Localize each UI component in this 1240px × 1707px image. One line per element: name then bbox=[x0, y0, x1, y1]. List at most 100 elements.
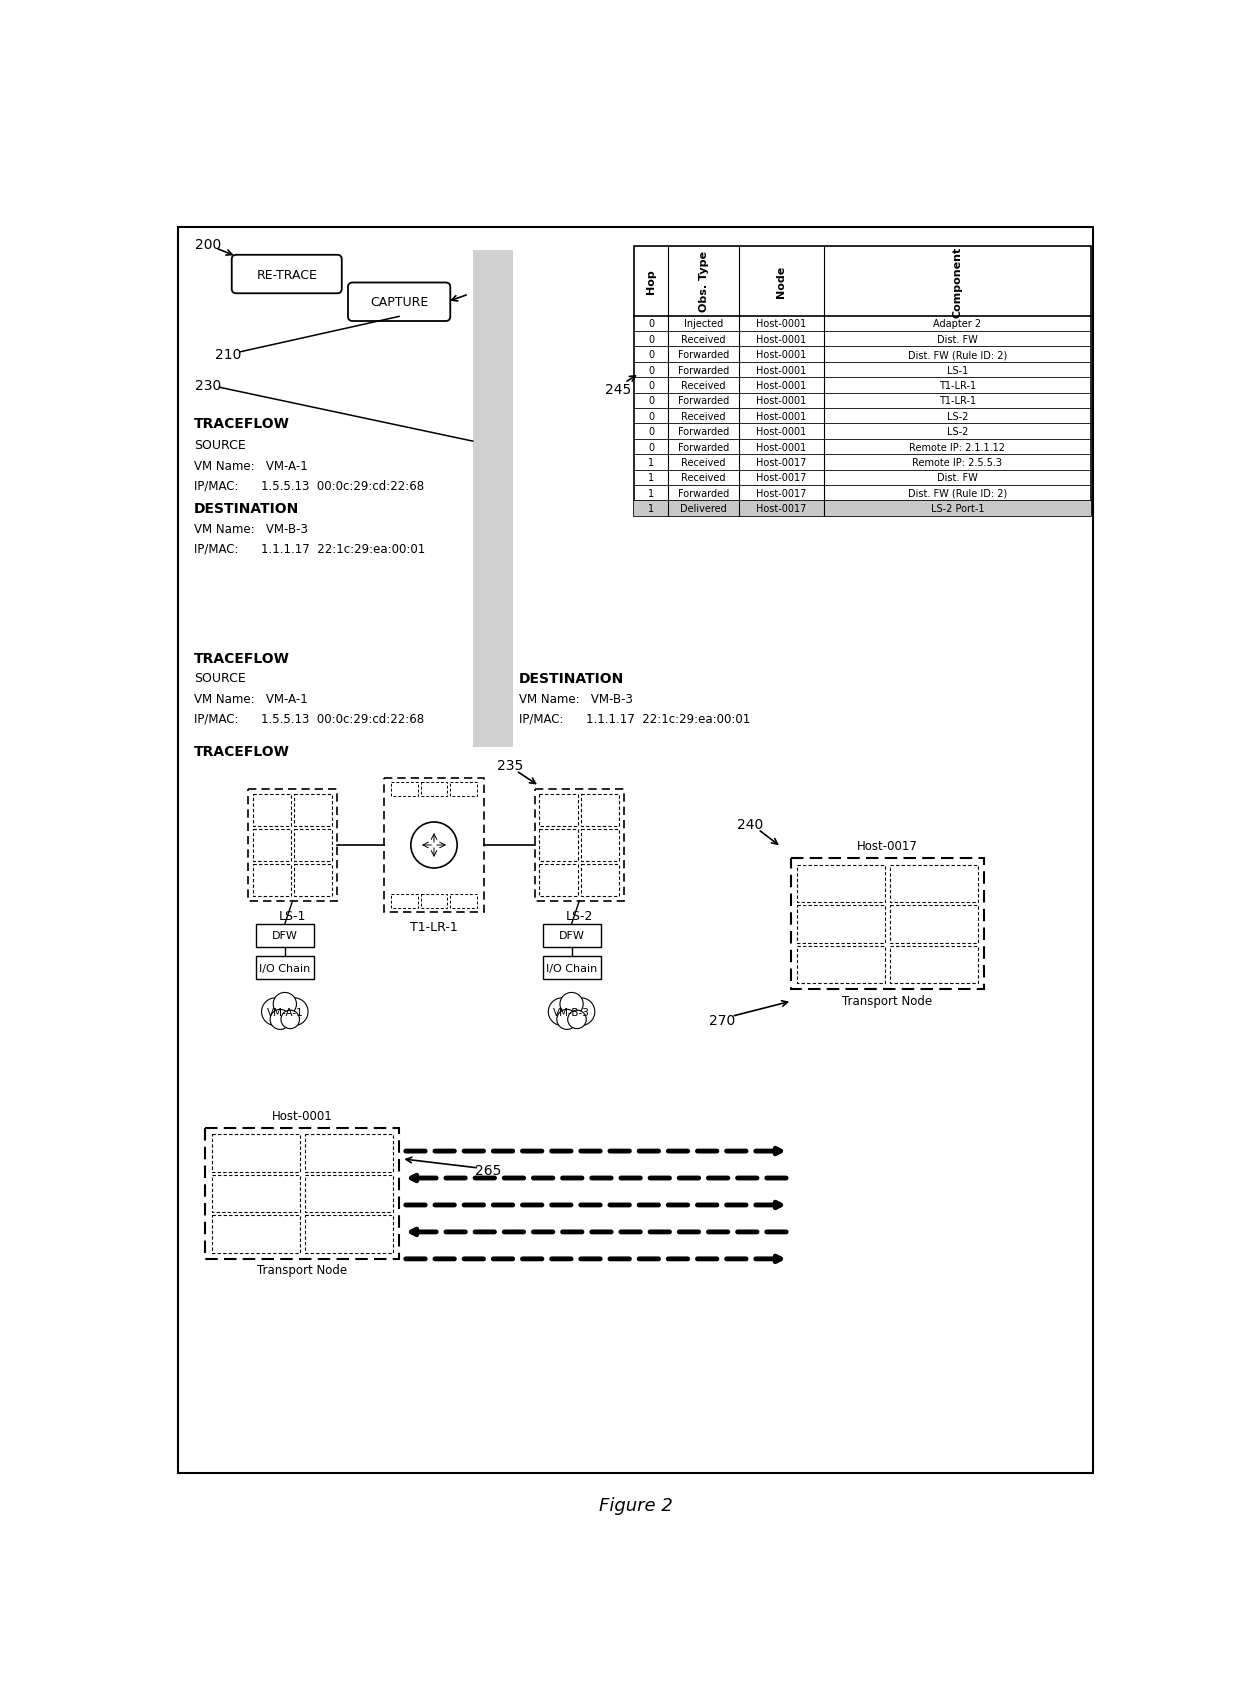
FancyBboxPatch shape bbox=[294, 794, 332, 826]
FancyBboxPatch shape bbox=[580, 865, 619, 896]
Text: Host-0001: Host-0001 bbox=[756, 427, 806, 437]
Text: 200: 200 bbox=[195, 237, 221, 253]
Text: VM Name:   VM-B-3: VM Name: VM-B-3 bbox=[520, 693, 634, 705]
FancyBboxPatch shape bbox=[890, 946, 978, 983]
Text: Forwarded: Forwarded bbox=[678, 350, 729, 360]
Text: IP/MAC:      1.5.5.13  00:0c:29:cd:22:68: IP/MAC: 1.5.5.13 00:0c:29:cd:22:68 bbox=[193, 480, 424, 492]
Text: DESTINATION: DESTINATION bbox=[520, 671, 625, 685]
Circle shape bbox=[567, 999, 595, 1026]
Text: Received: Received bbox=[682, 381, 725, 391]
Text: Host-0017: Host-0017 bbox=[756, 457, 806, 468]
Text: 245: 245 bbox=[605, 382, 631, 396]
Circle shape bbox=[568, 1011, 587, 1029]
Text: IP/MAC:      1.1.1.17  22:1c:29:ea:00:01: IP/MAC: 1.1.1.17 22:1c:29:ea:00:01 bbox=[193, 543, 425, 555]
FancyBboxPatch shape bbox=[534, 790, 624, 901]
FancyBboxPatch shape bbox=[420, 894, 448, 908]
Text: TRACEFLOW: TRACEFLOW bbox=[193, 744, 290, 758]
Circle shape bbox=[280, 999, 308, 1026]
Text: 1: 1 bbox=[649, 488, 655, 498]
Text: 1: 1 bbox=[649, 457, 655, 468]
Text: Host-0001: Host-0001 bbox=[756, 335, 806, 345]
Circle shape bbox=[548, 999, 577, 1026]
FancyBboxPatch shape bbox=[450, 784, 476, 797]
Circle shape bbox=[281, 1011, 300, 1029]
FancyBboxPatch shape bbox=[212, 1215, 300, 1253]
Circle shape bbox=[410, 823, 458, 869]
Circle shape bbox=[270, 1011, 290, 1029]
Text: SOURCE: SOURCE bbox=[193, 671, 246, 685]
FancyBboxPatch shape bbox=[539, 865, 578, 896]
FancyBboxPatch shape bbox=[232, 256, 342, 294]
Bar bbox=[543, 956, 600, 980]
Text: 270: 270 bbox=[709, 1014, 735, 1028]
Text: VM Name:   VM-A-1: VM Name: VM-A-1 bbox=[193, 459, 308, 473]
Text: LS-2: LS-2 bbox=[947, 427, 968, 437]
Text: Dist. FW: Dist. FW bbox=[937, 335, 978, 345]
Text: Received: Received bbox=[682, 473, 725, 483]
Text: Dist. FW (Rule ID: 2): Dist. FW (Rule ID: 2) bbox=[908, 488, 1007, 498]
Text: Figure 2: Figure 2 bbox=[599, 1497, 672, 1514]
Text: I/O Chain: I/O Chain bbox=[546, 963, 598, 973]
Text: Hop: Hop bbox=[646, 270, 656, 294]
Circle shape bbox=[557, 1011, 577, 1029]
FancyBboxPatch shape bbox=[797, 865, 885, 903]
Bar bbox=[472, 647, 513, 748]
FancyBboxPatch shape bbox=[791, 859, 985, 990]
Text: Component: Component bbox=[952, 246, 962, 318]
FancyBboxPatch shape bbox=[294, 830, 332, 862]
Text: Forwarded: Forwarded bbox=[678, 365, 729, 376]
Text: 1: 1 bbox=[649, 473, 655, 483]
FancyBboxPatch shape bbox=[797, 946, 885, 983]
FancyBboxPatch shape bbox=[539, 830, 578, 862]
Text: 0: 0 bbox=[649, 319, 655, 329]
Text: Remote IP: 2.5.5.3: Remote IP: 2.5.5.3 bbox=[913, 457, 1002, 468]
FancyBboxPatch shape bbox=[392, 784, 418, 797]
Text: SOURCE: SOURCE bbox=[193, 439, 246, 451]
Circle shape bbox=[273, 993, 296, 1016]
FancyBboxPatch shape bbox=[580, 794, 619, 826]
FancyBboxPatch shape bbox=[248, 790, 337, 901]
FancyBboxPatch shape bbox=[580, 830, 619, 862]
Text: IP/MAC:      1.5.5.13  00:0c:29:cd:22:68: IP/MAC: 1.5.5.13 00:0c:29:cd:22:68 bbox=[193, 712, 424, 725]
Text: Host-0001: Host-0001 bbox=[756, 350, 806, 360]
FancyBboxPatch shape bbox=[305, 1135, 393, 1173]
Text: Injected: Injected bbox=[684, 319, 723, 329]
FancyBboxPatch shape bbox=[212, 1135, 300, 1173]
FancyBboxPatch shape bbox=[206, 1128, 399, 1260]
Text: Received: Received bbox=[682, 411, 725, 422]
Bar bbox=[255, 925, 314, 947]
Text: 0: 0 bbox=[649, 427, 655, 437]
Text: Host-0017: Host-0017 bbox=[756, 488, 806, 498]
Text: Dist. FW: Dist. FW bbox=[937, 473, 978, 483]
Text: Host-0001: Host-0001 bbox=[756, 442, 806, 452]
Text: Forwarded: Forwarded bbox=[678, 442, 729, 452]
Bar bbox=[255, 956, 314, 980]
Text: Delivered: Delivered bbox=[681, 504, 727, 514]
Circle shape bbox=[262, 999, 289, 1026]
Text: DFW: DFW bbox=[559, 930, 584, 941]
Text: 0: 0 bbox=[649, 381, 655, 391]
Text: LS-1: LS-1 bbox=[279, 908, 306, 922]
FancyBboxPatch shape bbox=[348, 283, 450, 323]
FancyBboxPatch shape bbox=[797, 906, 885, 942]
Text: 230: 230 bbox=[195, 379, 221, 393]
Text: I/O Chain: I/O Chain bbox=[259, 963, 310, 973]
Text: 0: 0 bbox=[649, 442, 655, 452]
Bar bbox=[472, 251, 513, 650]
Text: LS-2: LS-2 bbox=[565, 908, 593, 922]
Text: 0: 0 bbox=[649, 396, 655, 406]
Text: Transport Node: Transport Node bbox=[257, 1263, 347, 1277]
Text: Obs. Type: Obs. Type bbox=[698, 251, 709, 312]
Text: Forwarded: Forwarded bbox=[678, 396, 729, 406]
Text: 0: 0 bbox=[649, 350, 655, 360]
Text: Forwarded: Forwarded bbox=[678, 488, 729, 498]
Text: Host-0017: Host-0017 bbox=[756, 504, 806, 514]
FancyBboxPatch shape bbox=[212, 1174, 300, 1212]
Text: IP/MAC:      1.1.1.17  22:1c:29:ea:00:01: IP/MAC: 1.1.1.17 22:1c:29:ea:00:01 bbox=[520, 712, 750, 725]
FancyBboxPatch shape bbox=[305, 1215, 393, 1253]
FancyBboxPatch shape bbox=[253, 865, 291, 896]
Text: LS-2: LS-2 bbox=[947, 411, 968, 422]
Bar bbox=[543, 925, 600, 947]
Text: T1-LR-1: T1-LR-1 bbox=[939, 381, 976, 391]
Text: VM-A-1: VM-A-1 bbox=[267, 1007, 304, 1017]
